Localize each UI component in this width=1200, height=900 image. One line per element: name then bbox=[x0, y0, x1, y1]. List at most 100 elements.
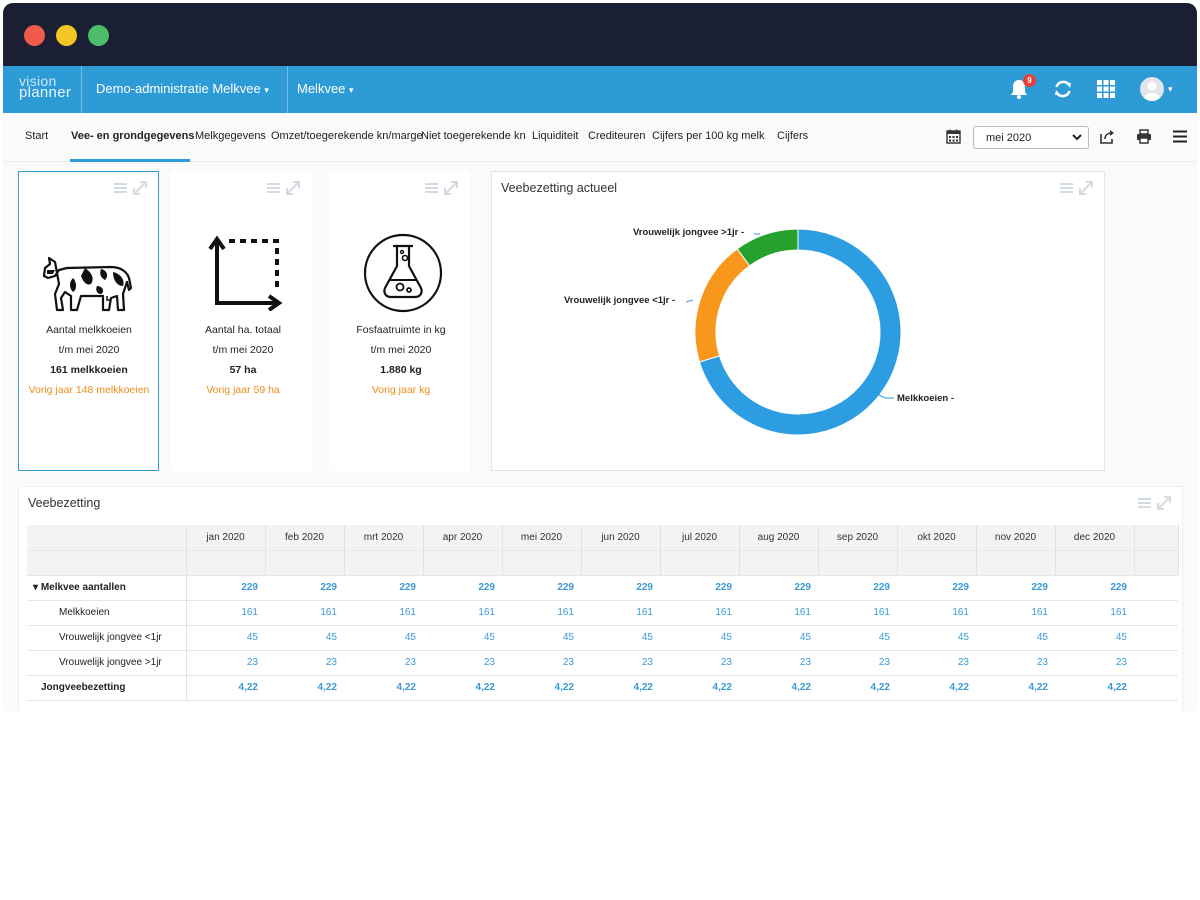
table-cell[interactable]: 161 bbox=[265, 600, 344, 626]
table-cell[interactable]: 161 bbox=[186, 600, 265, 626]
table-cell[interactable]: 45 bbox=[265, 625, 344, 651]
table-cell[interactable]: 23 bbox=[186, 650, 265, 676]
caret-down-icon[interactable]: ▾ bbox=[1168, 84, 1173, 94]
tab-omzet[interactable]: Omzet/toegerekende kn/marge bbox=[271, 130, 423, 142]
table-cell[interactable]: 45 bbox=[344, 625, 423, 651]
table-cell[interactable]: 229 bbox=[897, 575, 976, 601]
stat-card-hectares[interactable] bbox=[171, 171, 312, 471]
tab-vee-grondgegevens[interactable]: Vee- en grondgegevens bbox=[71, 130, 195, 142]
expand-icon[interactable] bbox=[286, 181, 300, 195]
menu-icon[interactable] bbox=[267, 183, 280, 193]
table-cell[interactable]: 229 bbox=[581, 575, 660, 601]
menu-icon[interactable] bbox=[1138, 498, 1151, 508]
minimize-window-button[interactable] bbox=[56, 25, 77, 46]
table-cell[interactable]: 23 bbox=[739, 650, 818, 676]
table-cell[interactable]: 23 bbox=[818, 650, 897, 676]
table-cell[interactable]: 4,22 bbox=[739, 675, 818, 701]
table-cell[interactable]: 161 bbox=[344, 600, 423, 626]
table-cell[interactable]: 4,22 bbox=[660, 675, 739, 701]
table-cell[interactable]: 45 bbox=[581, 625, 660, 651]
menu-icon[interactable] bbox=[425, 183, 438, 193]
row-label[interactable]: ▾ Melkvee aantallen bbox=[27, 575, 187, 601]
notifications-button[interactable]: 9 bbox=[1009, 74, 1036, 100]
hamburger-menu-icon[interactable] bbox=[1173, 130, 1187, 143]
tab-crediteuren[interactable]: Crediteuren bbox=[588, 130, 646, 142]
table-cell[interactable]: 4,22 bbox=[344, 675, 423, 701]
table-cell[interactable]: 4,22 bbox=[581, 675, 660, 701]
table-cell[interactable]: 229 bbox=[344, 575, 423, 601]
table-cell[interactable]: 23 bbox=[265, 650, 344, 676]
maximize-window-button[interactable] bbox=[88, 25, 109, 46]
caret-down-icon[interactable]: ▾ bbox=[33, 582, 41, 593]
apps-grid-button[interactable] bbox=[1096, 79, 1116, 104]
table-cell[interactable]: 4,22 bbox=[897, 675, 976, 701]
table-cell[interactable]: 4,22 bbox=[186, 675, 265, 701]
table-cell[interactable]: 4,22 bbox=[976, 675, 1055, 701]
slice-jongvee-lt1[interactable] bbox=[694, 248, 751, 363]
stat-card-melkkoeien[interactable] bbox=[18, 171, 159, 471]
table-cell[interactable]: 229 bbox=[186, 575, 265, 601]
table-cell[interactable]: 161 bbox=[502, 600, 581, 626]
table-cell[interactable]: 23 bbox=[423, 650, 502, 676]
table-cell[interactable]: 161 bbox=[1055, 600, 1134, 626]
refresh-button[interactable] bbox=[1052, 78, 1074, 105]
table-cell[interactable]: 45 bbox=[186, 625, 265, 651]
expand-icon[interactable] bbox=[1157, 496, 1171, 510]
branch-menu[interactable]: Melkvee ▾ bbox=[297, 81, 354, 96]
calendar-icon[interactable] bbox=[946, 129, 961, 144]
table-cell[interactable]: 4,22 bbox=[423, 675, 502, 701]
table-cell[interactable]: 161 bbox=[739, 600, 818, 626]
table-cell[interactable]: 4,22 bbox=[818, 675, 897, 701]
tab-cijfers[interactable]: Cijfers bbox=[777, 130, 809, 142]
table-cell[interactable]: 229 bbox=[423, 575, 502, 601]
table-cell[interactable]: 23 bbox=[581, 650, 660, 676]
table-cell[interactable]: 23 bbox=[897, 650, 976, 676]
export-icon[interactable] bbox=[1099, 129, 1115, 144]
table-cell[interactable]: 229 bbox=[739, 575, 818, 601]
table-cell[interactable]: 23 bbox=[502, 650, 581, 676]
expand-icon[interactable] bbox=[1079, 181, 1093, 195]
slice-melkkoeien[interactable] bbox=[698, 228, 902, 436]
table-cell[interactable]: 45 bbox=[897, 625, 976, 651]
menu-icon[interactable] bbox=[114, 183, 127, 193]
table-cell[interactable]: 229 bbox=[976, 575, 1055, 601]
table-cell[interactable]: 23 bbox=[1055, 650, 1134, 676]
table-cell[interactable]: 4,22 bbox=[1055, 675, 1134, 701]
expand-icon[interactable] bbox=[133, 181, 147, 195]
tab-liquiditeit[interactable]: Liquiditeit bbox=[532, 130, 579, 142]
tab-cijfers-100kg[interactable]: Cijfers per 100 kg melk bbox=[652, 130, 765, 142]
table-cell[interactable]: 161 bbox=[660, 600, 739, 626]
table-cell[interactable]: 45 bbox=[660, 625, 739, 651]
table-cell[interactable]: 229 bbox=[265, 575, 344, 601]
table-cell[interactable]: 45 bbox=[1055, 625, 1134, 651]
expand-icon[interactable] bbox=[444, 181, 458, 195]
table-cell[interactable]: 23 bbox=[660, 650, 739, 676]
print-icon[interactable] bbox=[1136, 129, 1152, 144]
table-cell[interactable]: 229 bbox=[1055, 575, 1134, 601]
table-cell[interactable]: 4,22 bbox=[502, 675, 581, 701]
tab-niet-toegerekende[interactable]: Niet toegerekende kn bbox=[421, 130, 526, 142]
tab-start[interactable]: Start bbox=[25, 130, 49, 142]
table-cell[interactable]: 45 bbox=[739, 625, 818, 651]
table-cell[interactable]: 161 bbox=[897, 600, 976, 626]
slice-jongvee-gt1[interactable] bbox=[736, 228, 799, 267]
table-cell[interactable]: 45 bbox=[976, 625, 1055, 651]
table-cell[interactable]: 161 bbox=[581, 600, 660, 626]
user-avatar[interactable] bbox=[1140, 77, 1164, 101]
table-cell[interactable]: 229 bbox=[502, 575, 581, 601]
table-cell[interactable]: 4,22 bbox=[265, 675, 344, 701]
stat-card-fosfaat[interactable] bbox=[329, 171, 470, 471]
period-select[interactable]: mei 2020 bbox=[973, 126, 1089, 149]
table-cell[interactable]: 229 bbox=[818, 575, 897, 601]
close-window-button[interactable] bbox=[24, 25, 45, 46]
table-cell[interactable]: 23 bbox=[976, 650, 1055, 676]
tab-melkgegevens[interactable]: Melkgegevens bbox=[195, 130, 266, 142]
table-cell[interactable]: 45 bbox=[818, 625, 897, 651]
admin-menu[interactable]: Demo-administratie Melkvee ▾ bbox=[96, 81, 269, 96]
menu-icon[interactable] bbox=[1060, 183, 1073, 193]
table-cell[interactable]: 161 bbox=[976, 600, 1055, 626]
table-cell[interactable]: 229 bbox=[660, 575, 739, 601]
table-cell[interactable]: 161 bbox=[423, 600, 502, 626]
table-cell[interactable]: 45 bbox=[502, 625, 581, 651]
table-cell[interactable]: 23 bbox=[344, 650, 423, 676]
